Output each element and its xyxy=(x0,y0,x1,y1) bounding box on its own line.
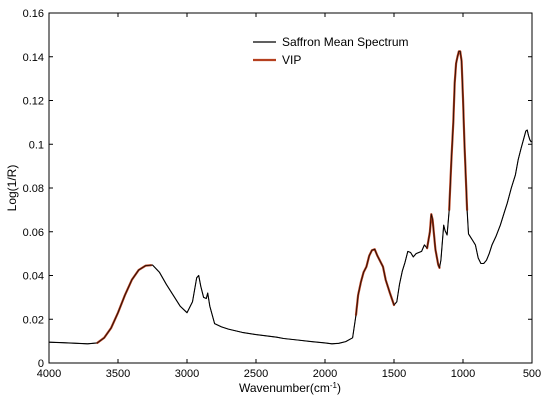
y-tick-label: 0.08 xyxy=(23,183,44,195)
y-tick-label: 0.16 xyxy=(23,8,44,20)
x-axis-title-superscript: -1 xyxy=(330,381,338,390)
x-tick-label: 500 xyxy=(523,368,541,380)
x-tick-label: 1000 xyxy=(451,368,475,380)
x-tick-label: 3500 xyxy=(106,368,130,380)
y-tick-label: 0 xyxy=(38,358,44,370)
x-tick-label: 4000 xyxy=(37,368,61,380)
y-tick-label: 0.14 xyxy=(23,52,44,64)
y-tick-label: 0.06 xyxy=(23,227,44,239)
series-line-mean-spectrum-overlay xyxy=(48,50,532,345)
plot-area xyxy=(48,50,532,345)
x-tick-label: 2500 xyxy=(244,368,268,380)
y-tick-label: 0.1 xyxy=(29,139,44,151)
x-tick-label: 3000 xyxy=(175,368,199,380)
y-tick-label: 0.02 xyxy=(23,314,44,326)
y-tick-label: 0.12 xyxy=(23,96,44,108)
y-tick-label: 0.04 xyxy=(23,271,44,283)
legend-label-vip: VIP xyxy=(282,53,301,67)
x-tick-label: 2000 xyxy=(313,368,337,380)
y-axis: 0 0.02 0.04 0.06 0.08 0.1 0.12 0.14 0.16 xyxy=(23,8,532,370)
legend-label-mean-spectrum: Saffron Mean Spectrum xyxy=(282,35,409,49)
x-axis-title: Wavenumber(cm-1) xyxy=(239,381,341,396)
legend: Saffron Mean Spectrum VIP xyxy=(253,35,409,67)
x-axis: 4000 3500 3000 2500 2000 1500 1000 500 xyxy=(37,13,541,380)
x-tick-label: 1500 xyxy=(382,368,406,380)
y-axis-title: Log(1/R) xyxy=(5,165,19,212)
